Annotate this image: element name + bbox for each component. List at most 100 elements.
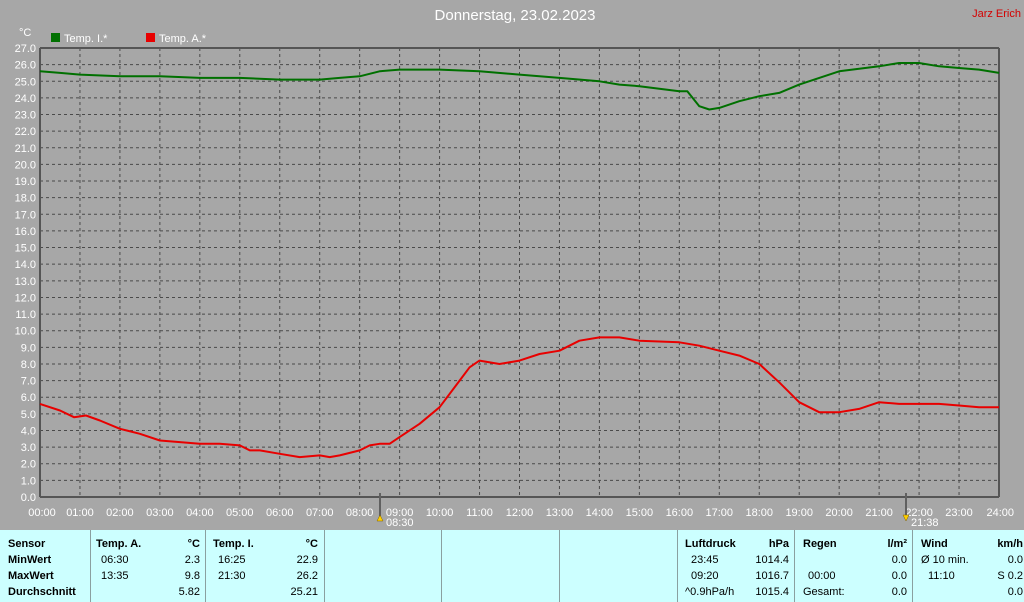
temp-i-min-time: 16:25 [218, 554, 246, 566]
y-tick-label: 15.0 [15, 243, 36, 255]
x-tick-label: 21:00 [865, 507, 893, 519]
x-tick-label: 17:00 [706, 507, 734, 519]
rain-value-2: 0.0 [891, 570, 907, 582]
wind-value-3: 0.0 [1007, 586, 1023, 598]
temp-i-min-value: 22.9 [296, 554, 318, 566]
y-tick-label: 13.0 [15, 276, 36, 288]
y-tick-label: 5.0 [21, 409, 36, 421]
y-tick-label: 10.0 [15, 326, 36, 338]
wind-gust-value: S 0.2 [997, 570, 1023, 582]
pressure-unit: hPa [768, 538, 789, 550]
stats-col-rain: Regen l/m² 0.0 00:00 0.0 Gesamt: 0.0 [794, 530, 913, 602]
legend-swatch-indoor [51, 33, 60, 42]
row-label-max: MaxWert [8, 570, 54, 582]
temp-a-min-time: 06:30 [101, 554, 129, 566]
temp-i-unit: °C [305, 538, 318, 550]
sunset-time: 21:38 [911, 517, 939, 529]
rain-total-label: Gesamt: [803, 586, 845, 598]
x-tick-label: 06:00 [266, 507, 294, 519]
pressure-trend: ^0.9hPa/h [685, 586, 735, 598]
sensor-header: Sensor [8, 538, 46, 550]
data-series [39, 62, 1000, 459]
row-label-avg: Durchschnitt [8, 586, 76, 598]
rain-unit: l/m² [887, 538, 907, 550]
y-tick-label: 7.0 [21, 376, 36, 388]
y-tick-label: 0.0 [21, 492, 36, 504]
temp-a-max-time: 13:35 [101, 570, 129, 582]
row-label-min: MinWert [8, 554, 52, 566]
x-tick-label: 13:00 [546, 507, 574, 519]
pressure-max-time: 09:20 [691, 570, 719, 582]
legend-label-indoor: Temp. I.* [64, 33, 108, 45]
y-tick-label: 16.0 [15, 226, 36, 238]
sunrise-marker: 08:30 [376, 493, 414, 529]
x-tick-label: 10:00 [426, 507, 454, 519]
x-tick-label: 09:00 [386, 507, 414, 519]
stats-col-empty-1 [324, 530, 442, 602]
sunset-icon [902, 514, 910, 522]
x-tick-label: 12:00 [506, 507, 534, 519]
stats-col-temp-i: Temp. I. °C 16:25 22.9 21:30 26.2 25.21 [205, 530, 325, 602]
x-tick-label: 15:00 [626, 507, 654, 519]
x-tick-label: 24:00 [986, 507, 1014, 519]
y-tick-label: 27.0 [15, 43, 36, 55]
y-tick-label: 1.0 [21, 475, 36, 487]
x-tick-label: 11:00 [466, 507, 493, 519]
y-tick-label: 2.0 [21, 459, 36, 471]
y-tick-label: 14.0 [15, 259, 36, 271]
series-line-outdoor-temp [39, 336, 999, 459]
stats-col-wind: Wind km/h Ø 10 min. 0.0 11:10 S 0.2 0.0 [912, 530, 1024, 602]
rain-time: 00:00 [808, 570, 836, 582]
temp-a-min-value: 2.3 [184, 554, 200, 566]
sunrise-icon [376, 514, 384, 522]
y-tick-label: 9.0 [21, 342, 36, 354]
temperature-chart: Donnerstag, 23.02.2023 Jarz Erich °C Tem… [15, 7, 1021, 529]
pressure-min-time: 23:45 [691, 554, 719, 566]
sunset-marker: 21:38 [902, 493, 939, 529]
rain-total-value: 0.0 [891, 586, 907, 598]
y-tick-label: 4.0 [21, 425, 36, 437]
x-tick-label: 05:00 [226, 507, 254, 519]
sunrise-time: 08:30 [386, 517, 414, 529]
legend-swatch-outdoor [146, 33, 155, 42]
x-tick-label: 08:00 [346, 507, 374, 519]
rain-value-1: 0.0 [891, 554, 907, 566]
temp-a-unit: °C [187, 538, 200, 550]
y-tick-label: 17.0 [15, 209, 36, 221]
temp-i-header: Temp. I. [213, 538, 254, 550]
temp-a-max-value: 9.8 [184, 570, 200, 582]
y-tick-label: 3.0 [21, 442, 36, 454]
wind-avg-value: 0.0 [1007, 554, 1023, 566]
wind-header: Wind [921, 538, 948, 550]
x-tick-label: 00:00 [28, 507, 56, 519]
stats-col-temp-a: Temp. A. °C 06:30 2.3 13:35 9.8 5.82 [90, 530, 206, 602]
x-tick-label: 01:00 [66, 507, 94, 519]
x-tick-label: 19:00 [785, 507, 813, 519]
wind-gust-time: 11:10 [928, 570, 955, 582]
grid-lines [40, 48, 999, 497]
series-line-indoor-temp [39, 62, 1000, 111]
stats-col-sensor: Sensor MinWert MaxWert Durchschnitt [0, 530, 90, 602]
x-tick-label: 16:00 [666, 507, 694, 519]
y-tick-label: 19.0 [15, 176, 36, 188]
x-tick-label: 22:00 [905, 507, 933, 519]
wind-unit: km/h [997, 538, 1023, 550]
y-tick-label: 18.0 [15, 193, 36, 205]
y-axis-tick-labels: 0.0 1.0 2.0 3.0 4.0 5.0 6.0 7.0 8.0 9.0 10.0 11.0 12… [15, 43, 36, 504]
pressure-max-value: 1016.7 [755, 570, 789, 582]
x-tick-label: 03:00 [146, 507, 174, 519]
stats-col-empty-3 [559, 530, 678, 602]
stats-col-empty-2 [441, 530, 560, 602]
y-tick-label: 21.0 [15, 143, 36, 155]
y-tick-label: 24.0 [15, 93, 36, 105]
chart-title: Donnerstag, 23.02.2023 [435, 7, 596, 24]
author-label: Jarz Erich [972, 8, 1021, 20]
legend: Temp. I.* Temp. A.* [51, 33, 207, 45]
x-axis-tick-labels: 00:00 01:00 02:00 03:00 04:00 05:00 06:00 07:00… [28, 507, 1014, 519]
y-tick-label: 8.0 [21, 359, 36, 371]
pressure-header: Luftdruck [685, 538, 736, 550]
temp-a-average: 5.82 [178, 586, 200, 598]
x-tick-label: 02:00 [106, 507, 134, 519]
temp-i-average: 25.21 [290, 586, 318, 598]
rain-header: Regen [803, 538, 837, 550]
